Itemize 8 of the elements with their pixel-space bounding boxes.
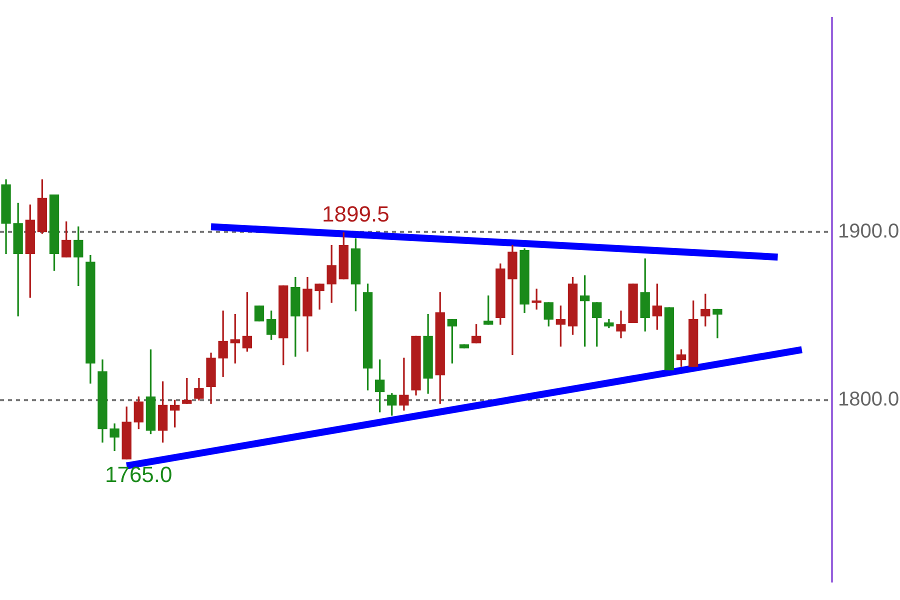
candlestick	[712, 308, 722, 338]
y-tick-label: 1800.0	[838, 388, 900, 411]
annotation: 1765.0	[104, 462, 172, 488]
annotation: 1899.5	[322, 202, 390, 227]
candlestick	[399, 358, 409, 411]
candlestick	[532, 288, 542, 310]
candlestick	[508, 244, 518, 356]
y-tick-label: 1900.0	[838, 220, 900, 242]
